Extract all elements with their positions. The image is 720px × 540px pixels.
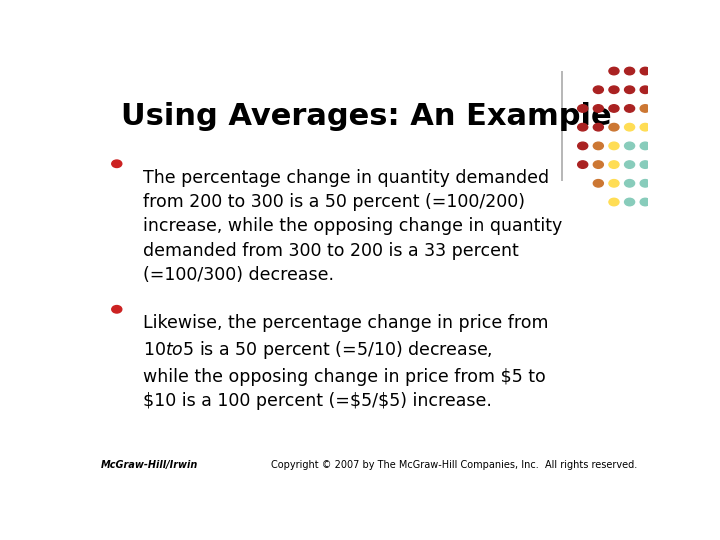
Circle shape: [593, 105, 603, 112]
Text: Likewise, the percentage change in price from
$10 to $5 is a 50 percent (=$5/$10: Likewise, the percentage change in price…: [143, 314, 549, 410]
Circle shape: [609, 124, 619, 131]
Circle shape: [640, 124, 650, 131]
Circle shape: [624, 105, 634, 112]
Text: The percentage change in quantity demanded
from 200 to 300 is a 50 percent (=100: The percentage change in quantity demand…: [143, 168, 562, 284]
Circle shape: [593, 180, 603, 187]
Circle shape: [593, 86, 603, 93]
Circle shape: [577, 124, 588, 131]
Circle shape: [640, 180, 650, 187]
Circle shape: [640, 161, 650, 168]
Circle shape: [609, 180, 619, 187]
Text: Copyright © 2007 by The McGraw-Hill Companies, Inc.  All rights reserved.: Copyright © 2007 by The McGraw-Hill Comp…: [271, 460, 637, 470]
Circle shape: [112, 160, 122, 167]
Circle shape: [593, 142, 603, 150]
Circle shape: [609, 198, 619, 206]
Circle shape: [577, 142, 588, 150]
Circle shape: [624, 142, 634, 150]
Circle shape: [609, 68, 619, 75]
Circle shape: [624, 124, 634, 131]
Circle shape: [640, 68, 650, 75]
Circle shape: [593, 124, 603, 131]
Circle shape: [640, 142, 650, 150]
Circle shape: [624, 86, 634, 93]
Circle shape: [640, 105, 650, 112]
Circle shape: [577, 105, 588, 112]
Circle shape: [609, 105, 619, 112]
Circle shape: [609, 142, 619, 150]
Circle shape: [112, 306, 122, 313]
Circle shape: [640, 198, 650, 206]
Circle shape: [609, 161, 619, 168]
Circle shape: [593, 161, 603, 168]
Circle shape: [577, 161, 588, 168]
Circle shape: [624, 68, 634, 75]
Circle shape: [609, 86, 619, 93]
Text: McGraw-Hill/Irwin: McGraw-Hill/Irwin: [101, 460, 199, 470]
Text: Using Averages: An Example: Using Averages: An Example: [121, 102, 611, 131]
Circle shape: [624, 198, 634, 206]
Circle shape: [640, 86, 650, 93]
Circle shape: [624, 180, 634, 187]
Circle shape: [624, 161, 634, 168]
